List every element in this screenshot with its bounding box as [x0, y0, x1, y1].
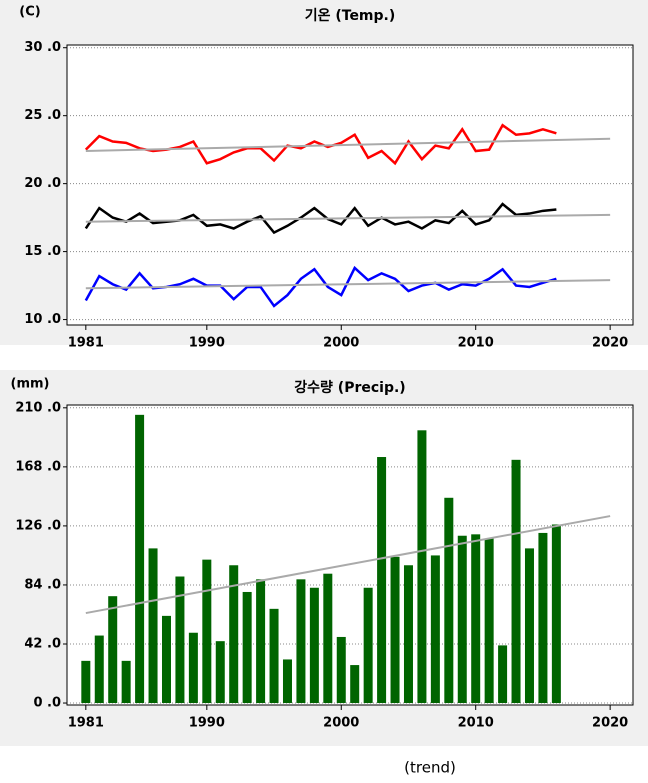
bar: [229, 565, 239, 704]
y-tick-label: 25 .0: [24, 108, 61, 123]
y-tick-label: 168 .0: [15, 459, 61, 474]
bar: [94, 635, 104, 704]
y-tick-label: 15 .0: [24, 244, 61, 259]
bar: [430, 555, 440, 704]
y-tick-label: 210 .0: [15, 400, 61, 415]
y-unit: (C): [19, 5, 40, 20]
bar: [148, 548, 158, 704]
bar: [202, 559, 212, 704]
bar: [363, 587, 373, 704]
bar: [108, 596, 118, 704]
x-tick-label: 2000: [323, 716, 359, 731]
bar: [269, 608, 279, 704]
x-tick-label: 2000: [323, 336, 359, 351]
x-tick-label: 1981: [68, 716, 104, 731]
footer-note: (trend): [404, 759, 456, 777]
x-tick-label: 1990: [189, 716, 225, 731]
bar: [161, 615, 171, 704]
bar: [81, 660, 91, 704]
x-tick-label: 2020: [592, 716, 628, 731]
y-tick-label: 10 .0: [24, 312, 61, 327]
bar: [215, 641, 225, 704]
y-tick-label: 126 .0: [15, 518, 61, 533]
bar: [471, 534, 481, 704]
trend-line: [85, 279, 611, 290]
y-tick-label: 84 .0: [24, 577, 61, 592]
y-tick-label: 42 .0: [24, 636, 61, 651]
bar: [417, 430, 427, 704]
bar: [323, 573, 333, 704]
chart-title: 기온 (Temp.): [305, 8, 396, 24]
bar: [309, 587, 319, 704]
bar: [121, 660, 131, 704]
x-tick-label: 1981: [68, 336, 104, 351]
y-tick-label: 0 .0: [33, 696, 61, 711]
bar: [551, 524, 561, 704]
bar: [188, 632, 198, 704]
y-unit: (mm): [11, 377, 50, 392]
x-tick-label: 2010: [458, 336, 494, 351]
bar: [256, 579, 266, 704]
bar: [336, 636, 346, 704]
chart-title: 강수량 (Precip.): [294, 379, 405, 396]
bar: [538, 532, 548, 704]
bar: [350, 665, 360, 704]
bar: [242, 591, 252, 704]
bar: [135, 414, 145, 704]
bar: [444, 497, 454, 704]
plot-area: [66, 44, 634, 326]
bar: [296, 579, 306, 704]
bar: [175, 576, 185, 704]
trend-line: [85, 515, 611, 615]
series-line: [84, 202, 557, 235]
bar: [390, 556, 400, 704]
bar: [282, 659, 292, 704]
x-tick-label: 2020: [592, 336, 628, 351]
bar: [377, 457, 387, 704]
y-tick-label: 20 .0: [24, 176, 61, 191]
x-tick-label: 1990: [189, 336, 225, 351]
y-tick-label: 30 .0: [24, 40, 61, 55]
bar: [498, 645, 508, 704]
bar: [524, 548, 534, 704]
bar: [484, 538, 494, 704]
bar: [511, 459, 521, 704]
trend-line: [85, 137, 611, 153]
x-tick-label: 2010: [458, 716, 494, 731]
trend-line: [85, 213, 611, 223]
bar: [457, 535, 467, 704]
bar: [403, 565, 413, 704]
